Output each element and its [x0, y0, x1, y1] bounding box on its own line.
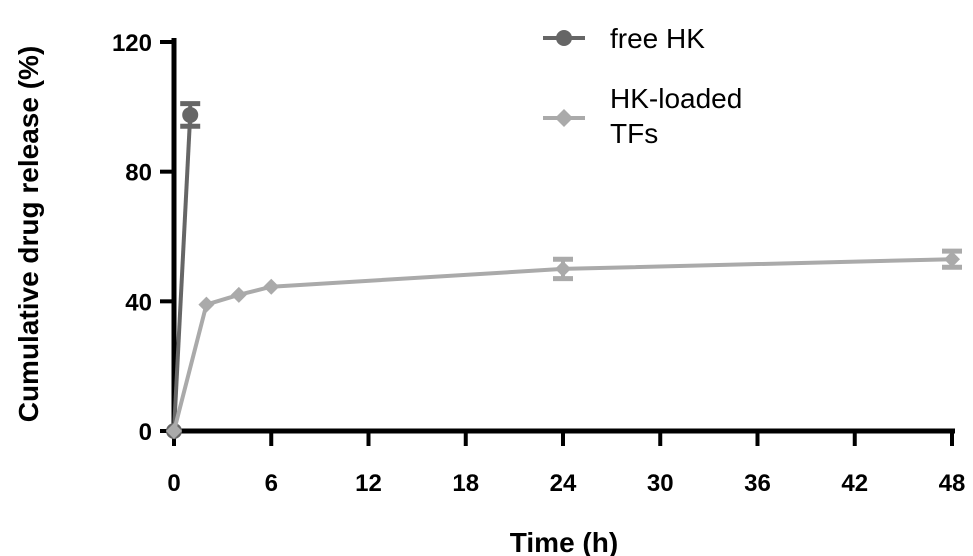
- x-tick-label: 48: [939, 470, 966, 497]
- x-tick-label: 42: [841, 470, 868, 497]
- y-tick-label: 40: [125, 289, 152, 316]
- series-line-free-hk: [172, 114, 193, 432]
- y-tick-label: 0: [139, 419, 152, 446]
- data-point-hk-loaded-tfs: [198, 296, 215, 313]
- data-point-hk-loaded-tfs: [230, 286, 247, 303]
- x-tick-label: 36: [744, 470, 771, 497]
- x-tick-label: 6: [265, 470, 278, 497]
- x-axis-title: Time (h): [510, 527, 618, 556]
- legend-marker-circle: [556, 30, 572, 46]
- legend-label-free-hk: free HK: [610, 23, 705, 54]
- data-point-hk-loaded-tfs: [944, 251, 960, 268]
- x-ticks: 0 6 12 18 24 30 36 42 48: [167, 431, 965, 497]
- y-ticks: 0 40 80 120: [112, 30, 174, 446]
- series-layer: [166, 101, 962, 439]
- x-tick-label: 0: [167, 470, 180, 497]
- x-tick-label: 12: [355, 470, 382, 497]
- series-line-hk-loaded-tfs: [172, 257, 953, 432]
- legend-label-hk-loaded-tfs-line1: HK-loaded: [610, 83, 742, 114]
- legend-item-hk-loaded-tfs: HK-loaded TFs: [543, 83, 742, 149]
- data-point-hk-loaded-tfs: [263, 278, 280, 295]
- y-tick-label: 80: [125, 160, 152, 187]
- x-tick-label: 30: [647, 470, 674, 497]
- x-tick-label: 24: [550, 470, 577, 497]
- y-tick-label: 120: [112, 30, 152, 57]
- legend-label-hk-loaded-tfs-line2: TFs: [610, 118, 658, 149]
- data-point-hk-loaded-tfs: [555, 260, 571, 277]
- legend-item-free-hk: free HK: [543, 23, 705, 54]
- data-point-hk-loaded-tfs: [166, 423, 182, 439]
- legend-marker-diamond: [555, 109, 573, 127]
- y-axis-title: Cumulative drug release (%): [13, 46, 44, 423]
- axes: [171, 38, 955, 434]
- x-tick-label: 18: [452, 470, 479, 497]
- data-point-free-hk: [182, 106, 199, 123]
- legend: free HK HK-loaded TFs: [543, 23, 742, 149]
